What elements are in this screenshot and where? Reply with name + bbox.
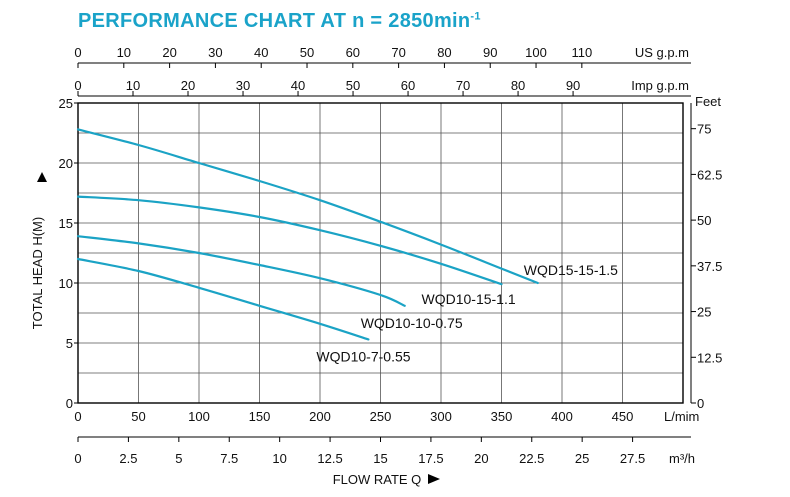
us-gpm-unit-label: US g.p.m — [635, 45, 689, 60]
imp-gpm-tick-label: 20 — [181, 78, 195, 93]
x-tick-label: 100 — [188, 409, 210, 424]
us-gpm-tick-label: 110 — [571, 45, 592, 60]
x-axis-arrow-icon — [428, 474, 440, 484]
x-tick-label: 50 — [131, 409, 145, 424]
y-tick-label: 0 — [66, 396, 73, 411]
x-tick-label: 400 — [551, 409, 573, 424]
series-curve-wqd15-15-1.5 — [76, 128, 539, 285]
us-gpm-tick-label: 30 — [208, 45, 222, 60]
us-gpm-tick-label: 0 — [74, 45, 81, 60]
feet-tick-label: 0 — [697, 396, 704, 411]
y-tick-label: 25 — [59, 96, 73, 111]
x-tick-label: 450 — [612, 409, 634, 424]
series-curve-wqd10-15-1.1 — [76, 195, 503, 286]
feet-tick-label: 50 — [697, 213, 711, 228]
feet-tick-label: 75 — [697, 122, 711, 137]
m3h-tick-label: 2.5 — [119, 451, 137, 466]
m3h-tick-label: 0 — [74, 451, 81, 466]
us-gpm-tick-label: 20 — [162, 45, 176, 60]
series-label: WQD10-15-1.1 — [422, 291, 516, 307]
feet-tick-label: 62.5 — [697, 167, 722, 182]
series-labels: WQD15-15-1.5 WQD10-15-1.1 WQD10-10-0.75 WQD… — [316, 262, 618, 364]
series-label: WQD15-15-1.5 — [524, 262, 618, 278]
series-curve-wqd10-10-0.75 — [76, 235, 406, 307]
y-tick-label: 20 — [59, 156, 73, 171]
us-gpm-tick-label: 50 — [300, 45, 314, 60]
us-gpm-tick-label: 100 — [525, 45, 547, 60]
m3h-tick-label: 27.5 — [620, 451, 645, 466]
plot-frame — [77, 102, 684, 404]
m3h-tick-label: 20 — [474, 451, 488, 466]
imp-gpm-tick-label: 40 — [291, 78, 305, 93]
imp-gpm-unit-label: Imp g.p.m — [631, 78, 689, 93]
feet-tick-label: 37.5 — [697, 259, 722, 274]
us-gpm-tick-label: 80 — [437, 45, 451, 60]
x-tick-label: 150 — [249, 409, 271, 424]
imp-gpm-tick-label: 60 — [401, 78, 415, 93]
plot-border — [77, 102, 684, 404]
series-label: WQD10-7-0.55 — [316, 348, 410, 364]
m3h-tick-label: 12.5 — [317, 451, 342, 466]
x-tick-label: 350 — [491, 409, 513, 424]
imp-gpm-tick-label: 90 — [566, 78, 580, 93]
m3h-tick-label: 17.5 — [418, 451, 443, 466]
m3h-unit-label: m³/h — [669, 451, 695, 466]
x-tick-label: 0 — [74, 409, 81, 424]
m3h-tick-label: 10 — [272, 451, 286, 466]
feet-tick-label: 25 — [697, 305, 711, 320]
us-gpm-tick-label: 60 — [346, 45, 360, 60]
us-gpm-tick-label: 70 — [391, 45, 405, 60]
x-tick-label: 200 — [309, 409, 331, 424]
us-gpm-tick-label: 90 — [483, 45, 497, 60]
imp-gpm-tick-label: 50 — [346, 78, 360, 93]
y-tick-label: 5 — [66, 336, 73, 351]
feet-tick-label: 12.5 — [697, 350, 722, 365]
m3h-tick-label: 15 — [373, 451, 387, 466]
y-tick-label: 10 — [59, 276, 73, 291]
imp-gpm-tick-label: 80 — [511, 78, 525, 93]
chart-title: PERFORMANCE CHART AT n = 2850min-1 — [78, 10, 481, 32]
m3h-tick-label: 7.5 — [220, 451, 238, 466]
series-curves — [76, 128, 539, 341]
y-axis-arrow-icon — [37, 172, 47, 182]
m3h-tick-label: 25 — [575, 451, 589, 466]
us-gpm-tick-label: 10 — [117, 45, 131, 60]
x-unit-label: L/mim — [664, 409, 699, 424]
x-axis-label: FLOW RATE Q — [333, 472, 422, 487]
us-gpm-tick-label: 40 — [254, 45, 268, 60]
y-axis-label: TOTAL HEAD H(M) — [30, 217, 45, 329]
grid-lines — [78, 103, 683, 403]
y-tick-label: 15 — [59, 216, 73, 231]
imp-gpm-tick-label: 70 — [456, 78, 470, 93]
imp-gpm-tick-label: 10 — [126, 78, 140, 93]
m3h-tick-label: 22.5 — [519, 451, 544, 466]
m3h-tick-label: 5 — [175, 451, 182, 466]
series-curve-wqd10-7-0.55 — [76, 257, 370, 341]
title-superscript: -1 — [470, 10, 481, 23]
imp-gpm-tick-label: 0 — [74, 78, 81, 93]
feet-unit-label: Feet — [695, 94, 721, 109]
x-tick-label: 250 — [370, 409, 392, 424]
series-label: WQD10-10-0.75 — [361, 315, 463, 331]
imp-gpm-tick-label: 30 — [236, 78, 250, 93]
x-tick-label: 300 — [430, 409, 452, 424]
